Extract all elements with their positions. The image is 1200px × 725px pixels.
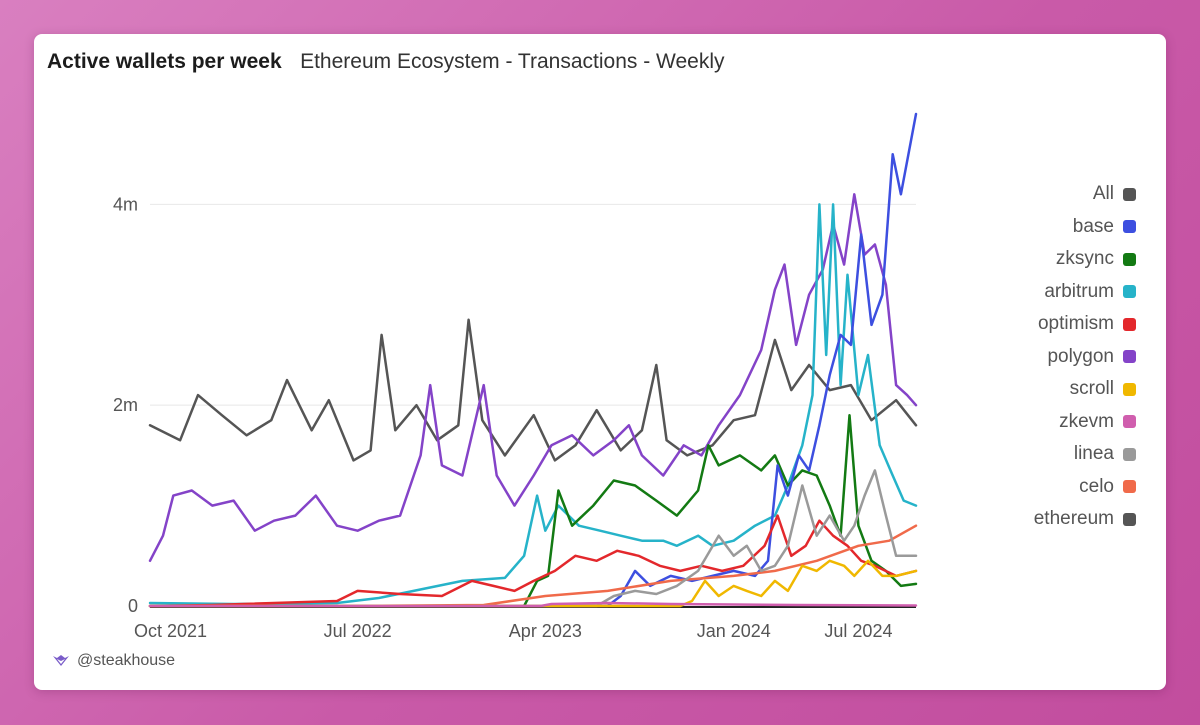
legend-swatch [1123, 382, 1136, 396]
legend-item-polygon[interactable]: polygon [1034, 341, 1136, 374]
legend-label: polygon [1047, 345, 1114, 367]
series-line-optimism [148, 514, 918, 608]
legend-swatch [1123, 220, 1136, 234]
legend-swatch [1123, 512, 1136, 526]
series-line-base [148, 112, 918, 608]
y-tick-label: 0 [128, 596, 138, 616]
x-tick-label: Oct 2021 [134, 621, 207, 641]
legend-swatch [1123, 415, 1136, 429]
footer-handle: @steakhouse [77, 652, 176, 669]
series-line-arbitrum [148, 203, 918, 606]
series-line-linea [148, 469, 918, 608]
legend-item-optimism[interactable]: optimism [1034, 308, 1136, 341]
y-tick-label: 2m [113, 395, 138, 415]
legend-label: base [1072, 215, 1114, 237]
legend-label: All [1092, 183, 1114, 205]
legend-item-ethereum[interactable]: ethereum [1034, 503, 1136, 536]
legend-item-All[interactable]: All [1034, 178, 1136, 211]
legend-label: arbitrum [1044, 280, 1114, 302]
legend-label: optimism [1037, 313, 1114, 335]
legend-item-arbitrum[interactable]: arbitrum [1034, 276, 1136, 309]
chart-card: Active wallets per week Ethereum Ecosyst… [34, 34, 1166, 690]
series-line-ethereum [148, 318, 918, 462]
legend-swatch [1123, 447, 1136, 461]
legend-swatch [1123, 317, 1136, 331]
legend-item-linea[interactable]: linea [1034, 438, 1136, 471]
legend-item-zksync[interactable]: zksync [1034, 243, 1136, 276]
footer: @steakhouse [52, 652, 175, 670]
legend-item-base[interactable]: base [1034, 211, 1136, 244]
x-tick-label: Jul 2022 [324, 621, 392, 641]
legend-label: celo [1079, 475, 1114, 497]
legend-swatch [1123, 285, 1136, 299]
chart-subtitle: Ethereum Ecosystem - Transactions - Week… [300, 50, 725, 73]
x-tick-label: Jul 2024 [824, 621, 892, 641]
chart-legend: All base zksync arbitrum optimism polygon scro… [1034, 178, 1136, 536]
legend-swatch [1123, 480, 1136, 494]
x-tick-label: Jan 2024 [697, 621, 771, 641]
legend-swatch [1123, 187, 1136, 201]
legend-label: linea [1073, 443, 1114, 465]
series-line-zksync [148, 413, 918, 608]
legend-label: ethereum [1033, 508, 1114, 530]
series-line-zkevm [148, 601, 918, 608]
y-tick-label: 4m [113, 194, 138, 214]
legend-label: zksync [1055, 248, 1114, 270]
chart-header: Active wallets per week Ethereum Ecosyst… [47, 50, 725, 74]
legend-label: zkevm [1059, 410, 1114, 432]
x-tick-label: Apr 2023 [509, 621, 582, 641]
legend-item-celo[interactable]: celo [1034, 471, 1136, 504]
chart-title: Active wallets per week [47, 50, 282, 73]
legend-swatch [1123, 252, 1136, 266]
legend-swatch [1123, 350, 1136, 364]
legend-label: scroll [1069, 378, 1114, 400]
legend-item-scroll[interactable]: scroll [1034, 373, 1136, 406]
steakhouse-logo-icon [53, 655, 69, 666]
legend-item-zkevm[interactable]: zkevm [1034, 406, 1136, 439]
line-chart: 0 2m 4m Oct 2021 Jul 2022 Apr 2023 Jan 2024 Jul… [113, 112, 918, 641]
series-line-scroll [148, 559, 918, 608]
